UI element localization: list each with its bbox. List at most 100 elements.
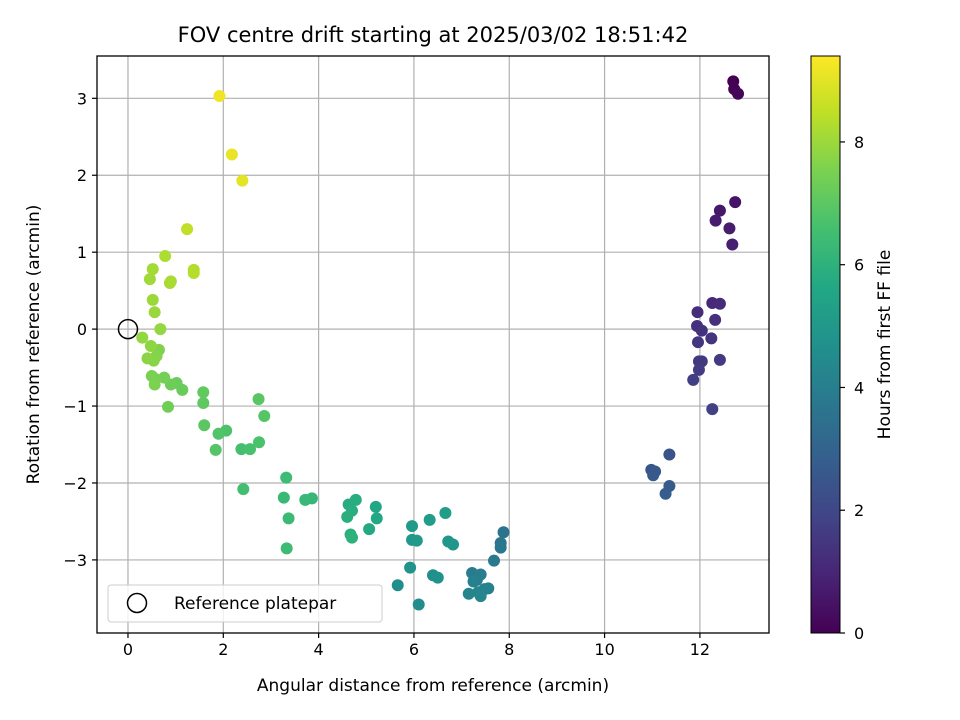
data-point [144,340,157,353]
data-point [691,306,704,319]
data-point [154,323,167,336]
x-tick-label: 6 [409,640,419,659]
colorbar: 0 2 4 6 8 Hours from first FF file [810,55,895,643]
data-point [706,403,719,416]
x-tick-label: 4 [314,640,324,659]
data-point [474,590,487,603]
data-point [687,373,700,386]
data-point [225,148,238,161]
y-tick-label: −1 [63,397,87,416]
colorbar-tick-label: 8 [854,133,864,152]
data-point [692,363,705,376]
colorbar-label: Hours from first FF file [875,250,895,440]
data-point [209,443,222,456]
x-tick-label: 10 [594,640,614,659]
data-point [146,263,159,276]
data-point [729,196,742,209]
data-point [647,469,660,482]
chart-title: FOV centre drift starting at 2025/03/02 … [178,23,689,47]
data-point [363,523,376,536]
legend-entry-reference: Reference platepar [174,594,336,614]
data-point [162,400,175,413]
data-point [659,487,672,500]
data-point [723,222,736,235]
data-point [497,526,510,539]
data-point [713,204,726,217]
data-point [282,512,295,525]
y-tick-label: −3 [63,551,87,570]
y-tick-label: −2 [63,474,87,493]
data-point [713,297,726,310]
legend-marker-reference [126,592,148,614]
data-point [691,336,704,349]
data-point [462,587,475,600]
data-point [391,579,404,592]
data-point [341,510,354,523]
x-tick-label: 8 [504,640,514,659]
data-point [488,554,501,567]
data-point [136,331,149,344]
data-point [406,520,419,533]
data-point [197,396,210,409]
data-point [732,87,745,100]
data-point [705,332,718,345]
plot-area-frame [96,55,770,634]
data-point [237,483,250,496]
grid-lines [97,56,769,633]
data-point [252,393,265,406]
colorbar-tick-label: 6 [854,256,864,275]
legend-box [107,584,383,623]
data-point [148,378,161,391]
colorbar-tick-label: 0 [854,624,864,643]
data-point [709,313,722,326]
colorbar-frame [810,55,841,634]
data-point [410,534,423,547]
data-point [369,500,382,513]
data-point [494,541,507,554]
data-point [423,513,436,526]
data-point [663,448,676,461]
y-axis-label: Rotation from reference (arcmin) [24,205,44,485]
data-point [197,386,210,399]
colorbar-gradient [811,56,840,633]
data-point [442,535,455,548]
y-tick-label: 1 [77,243,87,262]
y-tick-label: 0 [77,320,87,339]
data-point [345,531,358,544]
data-point [709,214,722,227]
data-point [243,443,256,456]
data-point [349,493,362,506]
colorbar-tick-label: 2 [854,501,864,520]
data-point [164,275,177,288]
data-point [412,598,425,611]
data-point [187,266,200,279]
scatter-points [136,75,745,611]
data-point [299,493,312,506]
data-point [253,436,266,449]
y-tick-label: 2 [77,166,87,185]
data-point [148,306,161,319]
x-tick-label: 0 [123,640,133,659]
data-point [726,238,739,251]
reference-marker [117,318,139,340]
reference-point-marker [117,318,139,340]
data-point [695,324,708,337]
data-point [280,471,293,484]
data-point [404,561,417,574]
data-point [370,512,383,525]
data-point [213,90,226,103]
data-point [277,491,290,504]
data-point [439,506,452,519]
data-point [236,174,249,187]
data-point [431,571,444,584]
data-point [181,223,194,236]
data-point [713,353,726,366]
data-point [198,419,211,432]
data-point [280,542,293,555]
legend: Reference platepar [107,584,383,623]
data-point [159,250,172,263]
x-tick-label: 12 [690,640,710,659]
x-tick-label: 2 [218,640,228,659]
